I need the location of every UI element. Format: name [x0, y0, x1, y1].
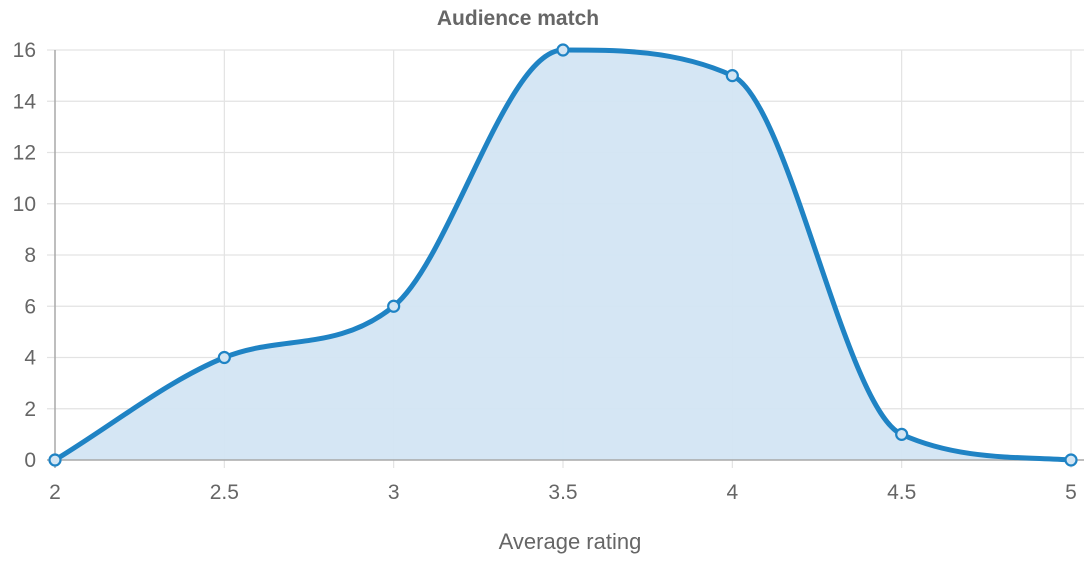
- x-tick-label: 2: [49, 481, 61, 504]
- y-tick-label: 12: [13, 142, 36, 165]
- y-tick-label: 4: [24, 347, 36, 370]
- y-tick-label: 10: [13, 193, 36, 216]
- x-tick-label: 4.5: [887, 481, 916, 504]
- x-tick-labels: 2 2.5 3 3.5 4 4.5 5: [49, 481, 1077, 504]
- y-tick-label: 8: [24, 244, 36, 267]
- data-point: [48, 453, 62, 467]
- y-tick-label: 2: [24, 398, 36, 421]
- y-tick-label: 14: [13, 90, 37, 113]
- x-axis-label: Average rating: [499, 529, 642, 554]
- x-tick-label: 3: [388, 481, 400, 504]
- x-tick-label: 5: [1065, 481, 1077, 504]
- data-points: [48, 43, 1078, 467]
- data-point: [556, 43, 570, 57]
- series-area-fill: [55, 50, 1071, 460]
- y-tick-label: 6: [24, 295, 36, 318]
- x-tick-label: 4: [726, 481, 738, 504]
- axes: [47, 50, 1084, 468]
- data-point: [725, 69, 739, 83]
- area-fill-layer: [55, 50, 1071, 460]
- x-tick-label: 3.5: [548, 481, 577, 504]
- y-tick-label: 16: [13, 39, 36, 62]
- data-point: [387, 299, 401, 313]
- x-tick-label: 2.5: [210, 481, 239, 504]
- data-point: [1064, 453, 1078, 467]
- data-point: [217, 350, 231, 365]
- data-point: [895, 427, 909, 441]
- y-tick-labels: 0 2 4 6 8 10 12 14 16: [13, 39, 37, 472]
- chart-title: Audience match: [437, 7, 599, 30]
- y-tick-label: 0: [24, 449, 36, 472]
